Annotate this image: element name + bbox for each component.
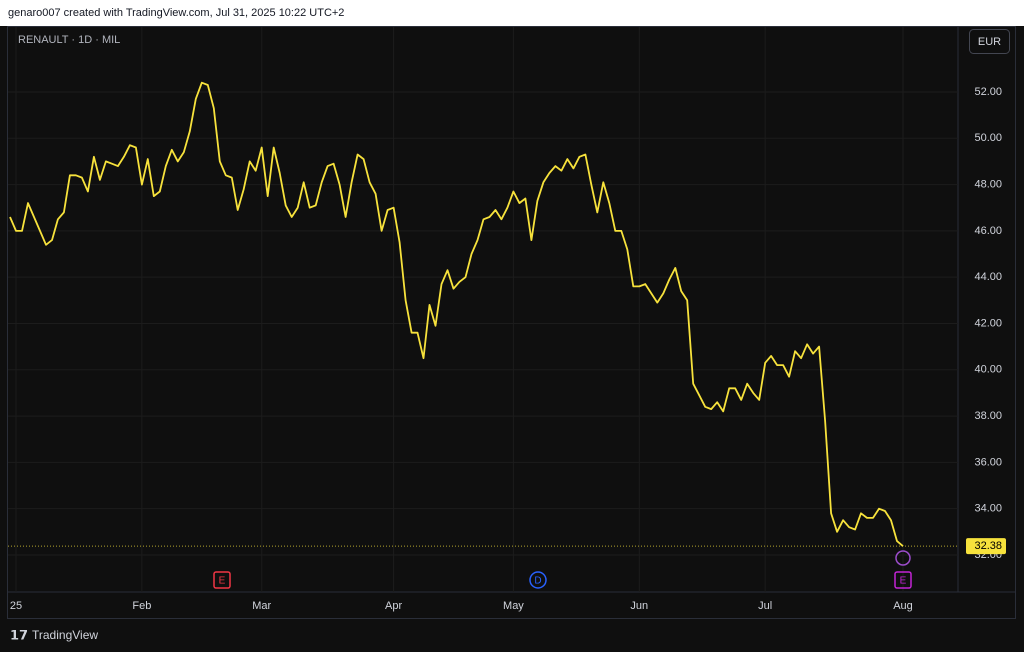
y-tick-label: 36.00 [974, 456, 1002, 468]
y-tick-label: 38.00 [974, 410, 1002, 422]
y-tick-label: 40.00 [974, 364, 1002, 376]
event-marker [213, 571, 231, 589]
y-tick-label: 34.00 [974, 503, 1002, 515]
x-tick-label: May [503, 600, 524, 612]
alert-icon [895, 550, 911, 566]
panel [7, 26, 1016, 619]
x-tick-label: Jun [630, 600, 648, 612]
header: genaro007 created with TradingView.com, … [8, 7, 344, 19]
x-tick-label: 25 [10, 600, 22, 612]
last-price-box [966, 538, 1006, 555]
footer: TradingView [32, 628, 98, 642]
currency: EUR [978, 36, 1001, 48]
event-label: E [900, 576, 907, 587]
event-label: D [534, 576, 541, 587]
y-tick-label: 44.00 [974, 271, 1002, 283]
logo-mark: 𝟭𝟳 [10, 627, 28, 642]
y-tick-label: 48.00 [974, 178, 1002, 190]
y-tick-label: 42.00 [974, 317, 1002, 329]
chart-title: RENAULT · 1D · MIL [18, 34, 120, 46]
x-tick-label: Mar [252, 600, 271, 612]
x-tick-label: Aug [893, 600, 913, 612]
y-tick-label: 50.00 [974, 132, 1002, 144]
x-tick-label: Apr [385, 600, 402, 612]
header-bar [0, 0, 1024, 26]
event-marker [894, 571, 912, 589]
x-tick-label: Jul [758, 600, 772, 612]
last-price-label: 32.38 [974, 540, 1002, 552]
event-marker [529, 571, 547, 589]
event-label: E [219, 576, 226, 587]
currency-box[interactable] [969, 29, 1010, 54]
y-tick-label: 46.00 [974, 225, 1002, 237]
y-tick-label: 52.00 [974, 86, 1002, 98]
price-line [9, 81, 904, 547]
x-tick-label: Feb [132, 600, 151, 612]
